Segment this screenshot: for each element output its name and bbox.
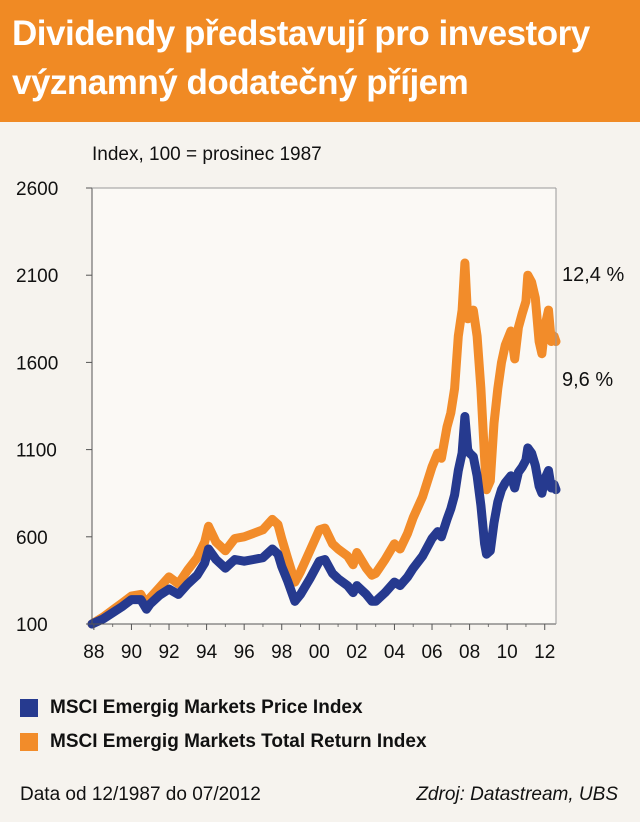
x-tick-label: 04	[384, 642, 406, 663]
x-tick-label: 98	[271, 642, 292, 663]
y-tick-label: 1100	[16, 441, 57, 462]
legend-item-total-return: MSCI Emergig Markets Total Return Index	[20, 727, 427, 757]
y-tick-label: 2100	[16, 266, 58, 287]
chart-subtitle: Index, 100 = prosinec 1987	[92, 144, 322, 165]
x-tick-label: 00	[309, 642, 330, 663]
title-bar: Dividendy představují pro investory význ…	[0, 0, 640, 122]
y-tick-label: 2600	[16, 179, 58, 200]
series-line-total-return	[87, 258, 561, 629]
x-tick-label: 94	[196, 642, 218, 663]
end-label-total-return: 12,4 %	[562, 264, 624, 286]
x-tick-label: 92	[158, 642, 179, 663]
y-tick-label: 100	[16, 615, 48, 636]
legend-swatch-total-return	[20, 733, 38, 751]
x-tick-label: 90	[121, 642, 142, 663]
y-tick-label: 600	[16, 528, 48, 549]
legend-item-price: MSCI Emergig Markets Price Index	[20, 693, 363, 723]
legend-swatch-price	[20, 699, 38, 717]
x-tick-label: 10	[497, 642, 518, 663]
data-range-note: Data od 12/1987 do 07/2012	[20, 784, 261, 805]
series-line-price	[87, 412, 561, 629]
x-tick-label: 08	[459, 642, 480, 663]
y-tick-label: 1600	[16, 353, 58, 374]
x-tick-label: 96	[234, 642, 255, 663]
legend-label-price: MSCI Emergig Markets Price Index	[50, 697, 363, 718]
source-note: Zdroj: Datastream, UBS	[416, 784, 618, 805]
x-tick-label: 06	[421, 642, 442, 663]
chart-title-line-2: významný dodatečný příjem	[12, 63, 469, 102]
end-label-price: 9,6 %	[562, 369, 613, 391]
legend-label-total-return: MSCI Emergig Markets Total Return Index	[50, 731, 427, 752]
chart-title-line-1: Dividendy představují pro investory	[12, 14, 590, 53]
x-tick-label: 12	[534, 642, 555, 663]
x-tick-label: 88	[83, 642, 104, 663]
x-tick-label: 02	[346, 642, 367, 663]
